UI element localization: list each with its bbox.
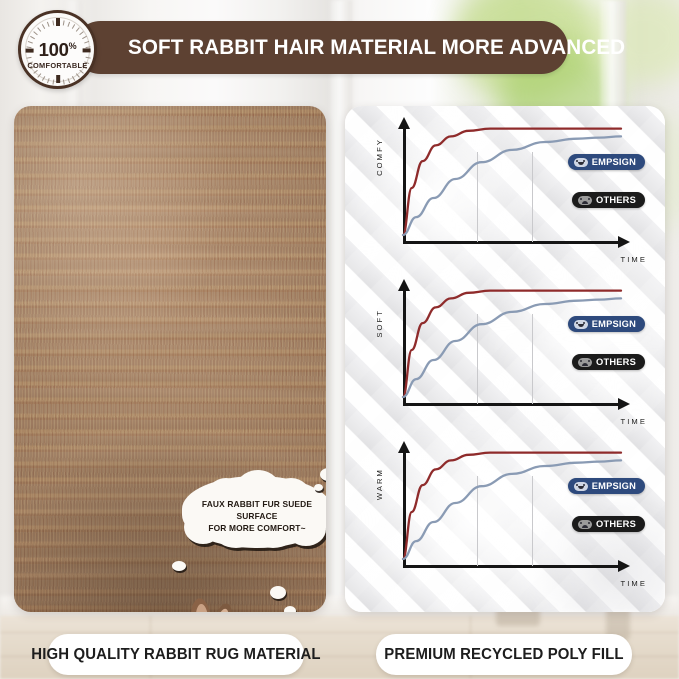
thought-mini-bubble <box>320 468 326 481</box>
chart-curves <box>401 447 623 567</box>
fur-rug-photo: FAUX RABBIT FUR SUEDE SURFACE FOR MORE C… <box>14 106 326 612</box>
chart-curves <box>401 123 623 243</box>
comfort-seal-badge: 100% COMFORTABLE <box>18 10 97 89</box>
x-axis <box>403 236 630 248</box>
chart-curves <box>401 285 623 405</box>
gridline <box>531 152 533 242</box>
thought-mini-bubble <box>270 586 286 599</box>
gridline <box>477 476 479 566</box>
y-axis <box>398 117 409 244</box>
comfy-chart: COMFY TIME EMPSIGN OTHERS <box>359 112 651 272</box>
seal-value: 100% <box>21 39 94 61</box>
warm-chart: WARM TIME EMPSIGN OTHERS <box>359 436 651 596</box>
thought-mini-bubble <box>284 606 296 612</box>
caption-right: PREMIUM RECYCLED POLY FILL <box>375 634 633 675</box>
series-line-empsign <box>401 451 623 561</box>
thought-mini-bubble <box>172 561 186 571</box>
series-line-others <box>401 135 623 237</box>
rabbit-photo <box>172 590 280 612</box>
thought-bubble: FAUX RABBIT FUR SUEDE SURFACE FOR MORE C… <box>182 470 326 548</box>
page-title: SOFT RABBIT HAIR MATERIAL MORE ADVANCED <box>128 35 626 59</box>
seal-percent: % <box>68 40 77 51</box>
y-axis <box>398 279 409 406</box>
x-axis <box>403 398 630 410</box>
legend-label: EMPSIGN <box>591 157 636 167</box>
happy-face-icon <box>573 319 588 329</box>
caption-left: HIGH QUALITY RABBIT RUG MATERIAL <box>31 634 321 675</box>
title-banner: SOFT RABBIT HAIR MATERIAL MORE ADVANCED <box>74 21 625 74</box>
legend-label: OTHERS <box>596 357 636 367</box>
gridline <box>477 314 479 404</box>
gridline <box>477 152 479 242</box>
seal-tick-marks <box>21 13 94 86</box>
legend-label: OTHERS <box>596 519 636 529</box>
y-axis-label: SOFT <box>375 309 384 338</box>
legend-label: EMPSIGN <box>591 319 636 329</box>
thought-cloud-shape <box>182 470 326 548</box>
sad-face-icon <box>578 519 593 529</box>
series-line-empsign <box>401 289 623 399</box>
x-axis-label: TIME <box>620 417 647 426</box>
happy-face-icon <box>573 481 588 491</box>
legend-badge-empsign: EMPSIGN <box>567 154 645 170</box>
y-axis-label: WARM <box>375 467 384 500</box>
y-axis-label: COMFY <box>375 138 384 176</box>
gridline <box>531 314 533 404</box>
performance-charts-panel: COMFY TIME EMPSIGN OTHERS SOFT TIME EMPSIGN OTH… <box>345 106 665 612</box>
legend-badge-others: OTHERS <box>572 516 645 532</box>
series-line-empsign <box>401 127 623 237</box>
legend-label: OTHERS <box>596 195 636 205</box>
soft-chart: SOFT TIME EMPSIGN OTHERS <box>359 274 651 434</box>
header: SOFT RABBIT HAIR MATERIAL MORE ADVANCED … <box>0 0 679 95</box>
sad-face-icon <box>578 195 593 205</box>
thought-line-1: FAUX RABBIT FUR SUEDE SURFACE <box>201 499 313 521</box>
series-line-others <box>401 459 623 561</box>
legend-badge-others: OTHERS <box>572 354 645 370</box>
legend-badge-others: OTHERS <box>572 192 645 208</box>
thought-mini-bubble <box>314 484 323 491</box>
happy-face-icon <box>573 157 588 167</box>
x-axis <box>403 560 630 572</box>
x-axis-label: TIME <box>620 579 647 588</box>
sad-face-icon <box>578 357 593 367</box>
gridline <box>531 476 533 566</box>
series-line-others <box>401 297 623 399</box>
seal-number: 100 <box>38 39 69 60</box>
legend-badge-empsign: EMPSIGN <box>567 316 645 332</box>
legend-label: EMPSIGN <box>591 481 636 491</box>
y-axis <box>398 441 409 568</box>
seal-label: COMFORTABLE <box>27 61 88 70</box>
thought-bubble-text: FAUX RABBIT FUR SUEDE SURFACE FOR MORE C… <box>191 498 323 534</box>
x-axis-label: TIME <box>620 255 647 264</box>
thought-line-2: FOR MORE COMFORT~ <box>208 523 306 533</box>
legend-badge-empsign: EMPSIGN <box>567 478 645 494</box>
